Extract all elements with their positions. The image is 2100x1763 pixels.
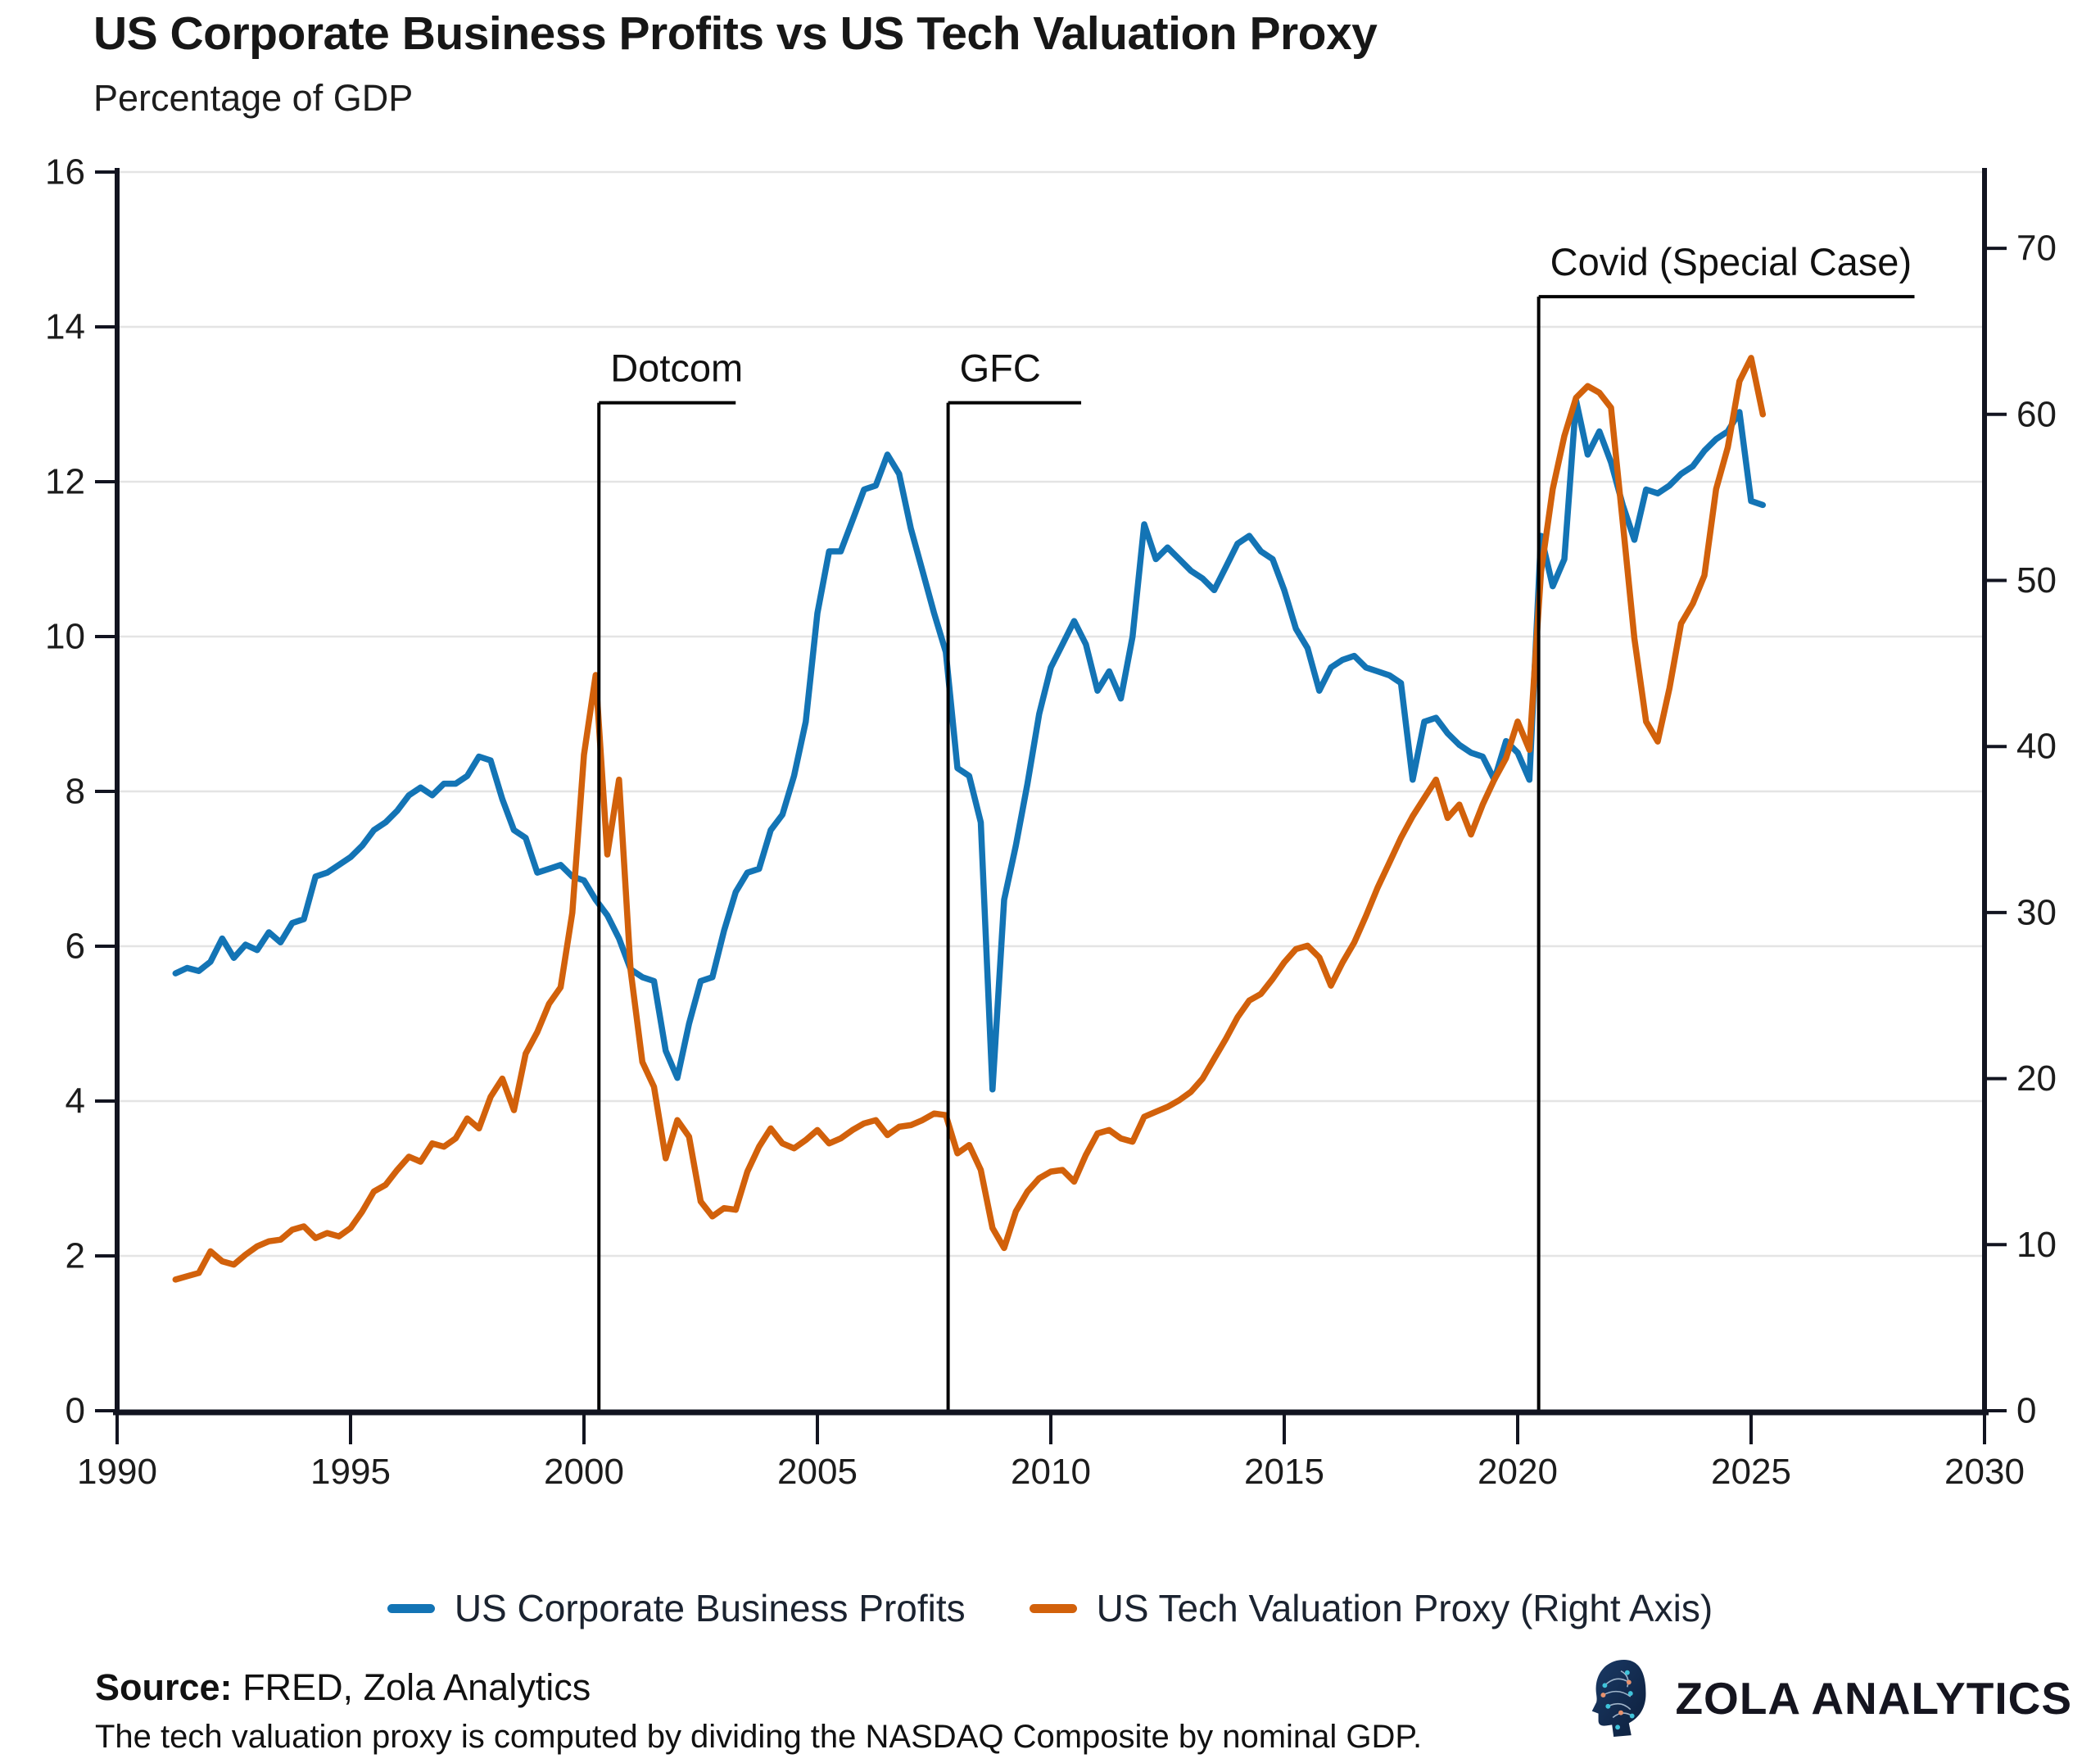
- tech-valuation-proxy-line: [172, 355, 1767, 1283]
- x-axis-tick-label: 2020: [1478, 1452, 1558, 1492]
- x-axis-tick-label: 2025: [1711, 1452, 1791, 1492]
- right-axis-tick-label: 50: [2016, 560, 2057, 601]
- x-axis-tick-label: 1990: [77, 1452, 157, 1492]
- right-axis-tick-label: 0: [2016, 1391, 2036, 1431]
- x-axis-tick-label: 2015: [1244, 1452, 1324, 1492]
- right-axis-tick-label: 60: [2016, 394, 2057, 434]
- source-label: Source:: [95, 1666, 233, 1708]
- annotation-label-dotcom: Dotcom: [610, 347, 743, 390]
- x-axis-tick-label: 2010: [1011, 1452, 1091, 1492]
- left-axis-tick-label: 8: [66, 772, 85, 812]
- right-axis-tick-label: 30: [2016, 892, 2057, 932]
- left-axis-tick-label: 6: [66, 927, 85, 967]
- left-axis-tick-label: 16: [45, 152, 85, 193]
- zola-head-icon: [1592, 1659, 1646, 1738]
- x-axis-tick-label: 2030: [1944, 1452, 2025, 1492]
- brand-name: ZOLA ANALYTICS: [1675, 1673, 2072, 1724]
- annotation-label-covid-special-case: Covid (Special Case): [1550, 240, 1912, 283]
- footnote: The tech valuation proxy is computed by …: [95, 1719, 1423, 1755]
- right-axis-tick-label: 20: [2016, 1058, 2057, 1099]
- legend-label: US Tech Valuation Proxy (Right Axis): [1096, 1587, 1713, 1629]
- page-subtitle: Percentage of GDP: [93, 77, 414, 119]
- legend: US Corporate Business Profits US Tech Va…: [0, 1586, 2100, 1630]
- page-title: US Corporate Business Profits vs US Tech…: [93, 7, 1378, 60]
- right-axis-tick-label: 10: [2016, 1225, 2057, 1265]
- x-axis-tick-label: 2000: [544, 1452, 624, 1492]
- right-axis-tick-label: 40: [2016, 727, 2057, 767]
- right-axis-tick-label: 70: [2016, 229, 2057, 269]
- left-axis-tick-label: 12: [45, 462, 85, 502]
- x-axis-tick-label: 1995: [310, 1452, 391, 1492]
- x-axis-tick-label: 2005: [777, 1452, 858, 1492]
- tech-proxy-legend-swatch: [1029, 1603, 1077, 1613]
- left-axis-tick-label: 10: [45, 617, 85, 657]
- legend-item-tech-proxy: US Tech Valuation Proxy (Right Axis): [1029, 1586, 1713, 1630]
- left-axis-tick-label: 2: [66, 1236, 85, 1276]
- legend-item-profits: US Corporate Business Profits: [387, 1586, 966, 1630]
- profits-legend-swatch: [387, 1603, 435, 1613]
- left-axis-tick-label: 0: [66, 1391, 85, 1431]
- annotation-label-gfc: GFC: [960, 347, 1041, 390]
- left-axis-tick-label: 14: [45, 307, 85, 347]
- source-text: FRED, Zola Analytics: [242, 1666, 591, 1708]
- left-axis-tick-label: 4: [66, 1081, 85, 1122]
- brand-logo: ZOLA ANALYTICS: [1588, 1653, 2072, 1743]
- source-line: Source: FRED, Zola Analytics: [95, 1666, 591, 1709]
- legend-label: US Corporate Business Profits: [454, 1587, 966, 1629]
